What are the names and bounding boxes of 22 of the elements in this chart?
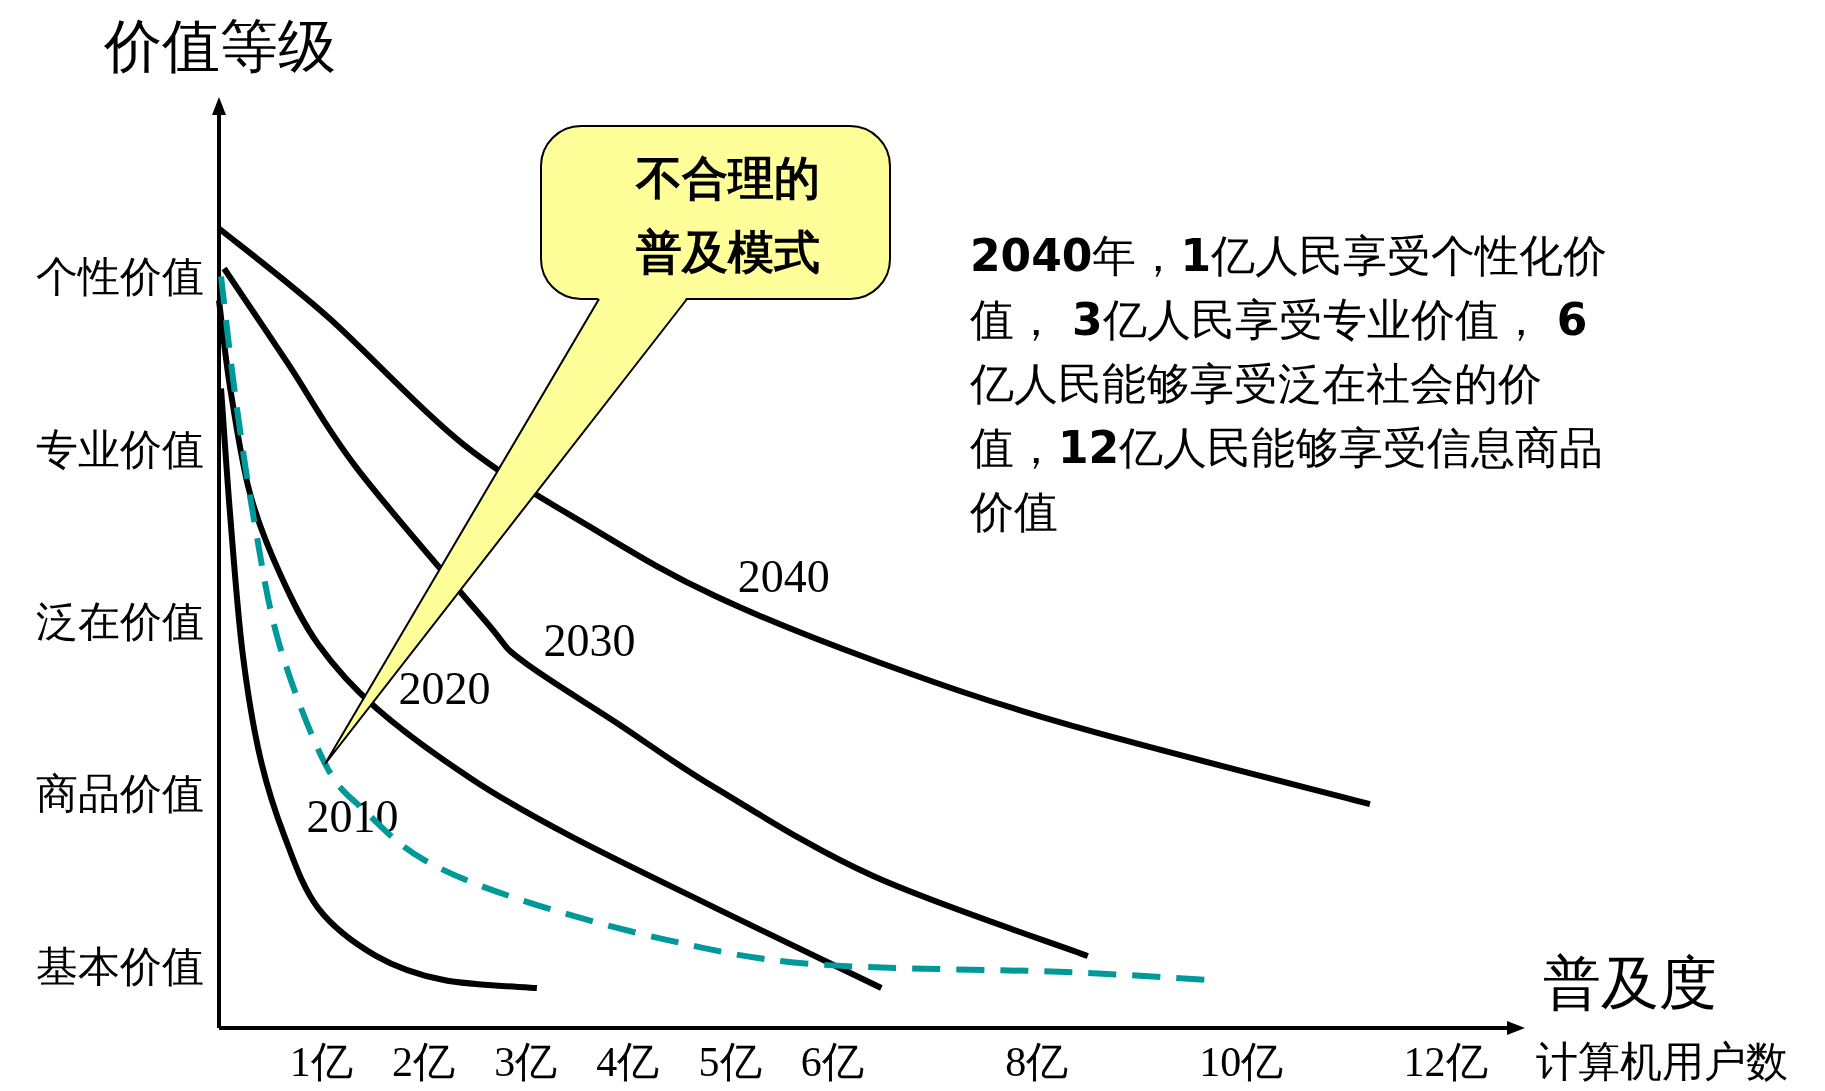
x-axis-title: 普及度	[1543, 951, 1717, 1016]
text: 2040年，1亿人民享受个性化价值， 3亿人民享受专业价值， 6亿人民能够享受泛在社会的价值，12亿人民能够享受信息商品价值	[970, 230, 1608, 537]
x-tick-label: 10亿	[1199, 1039, 1284, 1085]
text: 专业价值	[36, 426, 204, 473]
y-axis-title: 价值等级	[103, 14, 336, 79]
annotation: 不合理的普及模式	[634, 151, 820, 279]
x-tick-label: 12亿	[1403, 1039, 1488, 1085]
text: 计算机用户数	[1536, 1039, 1788, 1085]
text: 泛在价值	[36, 599, 204, 646]
x-tick-label: 8亿	[1005, 1039, 1069, 1085]
x-tick-label: 3亿	[494, 1039, 558, 1085]
series-label: 2020	[398, 663, 491, 715]
x-tick-label: 5亿	[698, 1039, 762, 1085]
x-tick-label: 2亿	[391, 1039, 455, 1085]
x-tick-label: 6亿	[800, 1039, 864, 1085]
series-label: 2040	[737, 551, 830, 603]
x-tick-label: 4亿	[596, 1039, 660, 1085]
x-tick-label: 1亿	[289, 1039, 353, 1085]
text: 商品价值	[36, 771, 204, 818]
text: 基本价值	[36, 943, 204, 990]
series-label: 2030	[543, 615, 636, 667]
text: 个性价值	[36, 254, 204, 301]
